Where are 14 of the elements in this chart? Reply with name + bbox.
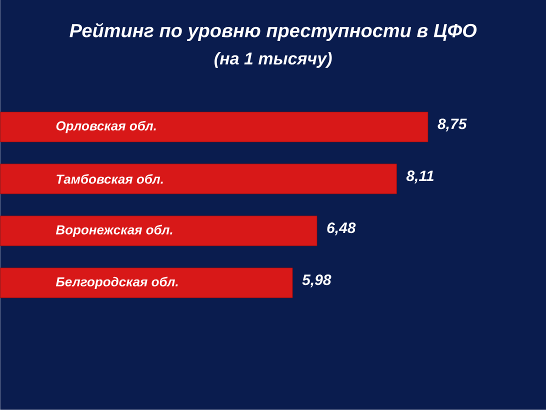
bar [0,112,428,142]
y-tick-label: Воронежская обл. [56,224,172,238]
data-label: 6,48 [327,222,356,236]
bar [0,164,397,194]
y-tick-label: Белгородская обл. [56,276,178,290]
chart-subtitle: (на 1 тысячу) [214,52,332,68]
bar [0,268,293,298]
data-label: 8,75 [438,118,467,132]
y-tick-label: Тамбовская обл. [56,174,163,184]
y-tick-label: Орловская обл. [56,120,156,134]
chart-title: Рейтинг по уровню преступности в ЦФО [70,22,477,42]
bar [0,216,318,246]
data-label: 5,98 [302,274,332,288]
data-label: 8,11 [406,170,434,184]
